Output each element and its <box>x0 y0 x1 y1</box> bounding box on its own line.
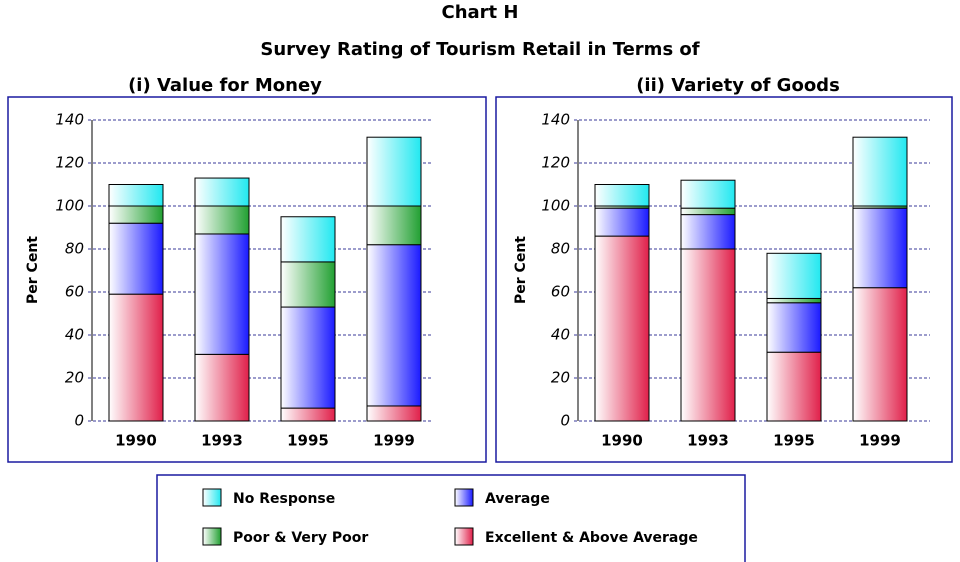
bar-segment <box>680 214 736 250</box>
y-tick-label: 20 <box>65 369 84 387</box>
y-tick-label: 0 <box>74 412 84 430</box>
bar-segment <box>366 136 422 207</box>
bar-segment <box>108 184 164 207</box>
x-tick-label: 1999 <box>373 432 415 450</box>
legend-label: Excellent & Above Average <box>485 530 698 546</box>
legend-swatch <box>202 527 222 546</box>
y-tick-label: 140 <box>55 111 84 129</box>
subtitle: Survey Rating of Tourism Retail in Terms… <box>260 39 699 60</box>
legend-frame <box>156 474 746 562</box>
bar-segment <box>766 302 822 353</box>
bar-segment <box>766 297 822 304</box>
bar-segment <box>680 179 736 209</box>
bar-segment <box>108 293 164 422</box>
y-tick-label: 100 <box>55 197 84 215</box>
x-tick-label: 1990 <box>115 432 157 450</box>
bar-segment <box>280 216 336 263</box>
bar-segment <box>280 261 336 308</box>
legend-swatch <box>454 488 474 507</box>
y-tick-label: 80 <box>551 240 570 258</box>
bar-segment <box>680 248 736 422</box>
bar-segment <box>194 205 250 235</box>
chart-title: (ii) Variety of Goods <box>636 75 840 96</box>
y-tick-label: 40 <box>65 326 84 344</box>
x-tick-label: 1995 <box>773 432 815 450</box>
y-tick-label: 60 <box>65 283 84 301</box>
bar-segment <box>366 205 422 246</box>
y-axis-label: Per Cent <box>25 236 41 304</box>
bar-segment <box>594 235 650 422</box>
bar-segment <box>194 353 250 422</box>
legend-swatch <box>454 527 474 546</box>
y-tick-label: 60 <box>551 283 570 301</box>
bar-segment <box>680 207 736 216</box>
x-tick-label: 1999 <box>859 432 901 450</box>
y-tick-label: 80 <box>65 240 84 258</box>
bar-segment <box>194 177 250 207</box>
x-tick-label: 1990 <box>601 432 643 450</box>
y-tick-label: 120 <box>55 154 84 172</box>
bar-segment <box>280 306 336 409</box>
y-tick-label: 120 <box>541 154 570 172</box>
y-tick-label: 100 <box>541 197 570 215</box>
bar-segment <box>594 207 650 237</box>
bar-segment <box>852 136 908 207</box>
bar-segment <box>108 222 164 295</box>
x-tick-label: 1993 <box>201 432 243 450</box>
bar-segment <box>766 252 822 299</box>
bar-segment <box>594 184 650 207</box>
y-axis-label: Per Cent <box>513 236 529 304</box>
bar-segment <box>852 207 908 289</box>
y-tick-label: 20 <box>551 369 570 387</box>
chart-title: (i) Value for Money <box>128 75 322 96</box>
legend-swatch <box>202 488 222 507</box>
legend-label: No Response <box>233 491 335 507</box>
panel-frame <box>495 96 953 463</box>
bar-segment <box>852 287 908 422</box>
legend-label: Average <box>485 491 550 507</box>
y-tick-label: 0 <box>560 412 570 430</box>
x-tick-label: 1995 <box>287 432 329 450</box>
bar-segment <box>366 244 422 407</box>
bar-segment <box>366 405 422 422</box>
main-title: Chart H <box>442 2 519 23</box>
legend-label: Poor & Very Poor <box>233 530 368 546</box>
bar-segment <box>766 351 822 422</box>
bar-segment <box>280 407 336 422</box>
bar-segment <box>108 205 164 224</box>
panel-frame <box>7 96 487 463</box>
y-tick-label: 140 <box>541 111 570 129</box>
bar-segment <box>194 233 250 355</box>
y-tick-label: 40 <box>551 326 570 344</box>
x-tick-label: 1993 <box>687 432 729 450</box>
